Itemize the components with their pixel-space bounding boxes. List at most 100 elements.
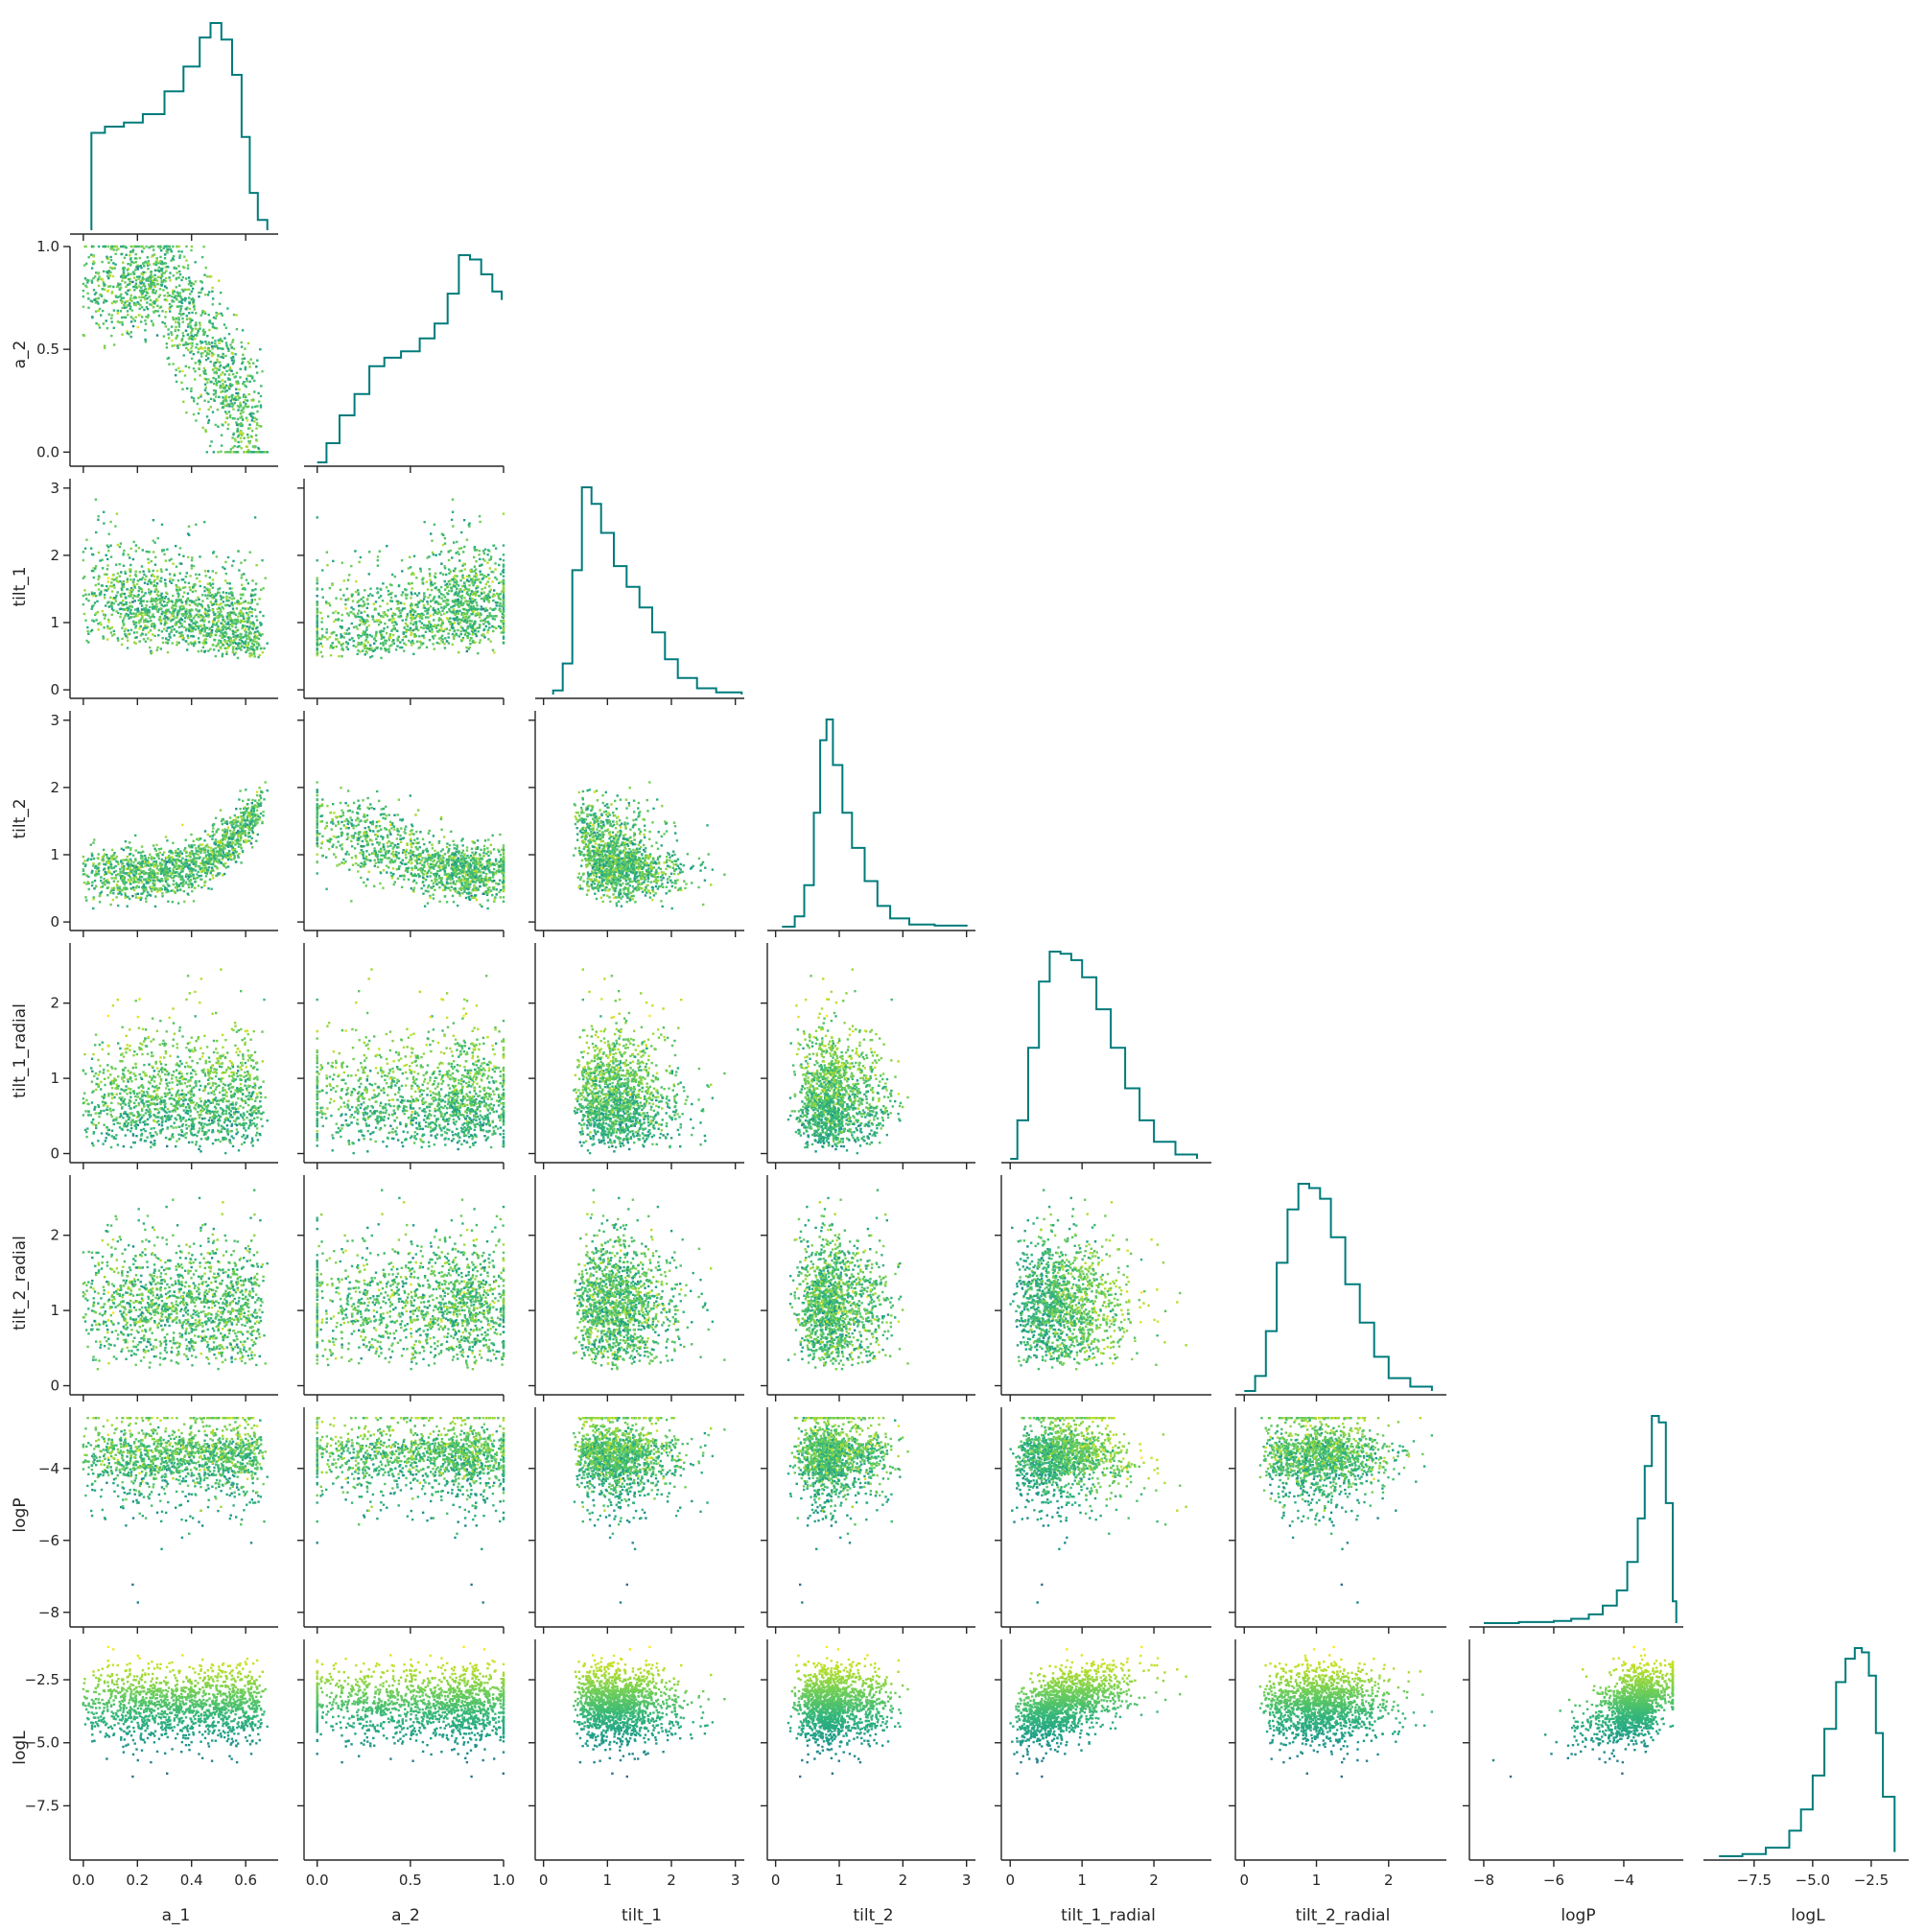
scatter-point [496, 604, 498, 606]
scatter-point [212, 303, 214, 305]
scatter-point [375, 635, 377, 637]
scatter-point [108, 533, 110, 535]
panel-tilt_1-vs-tilt_1 [535, 487, 744, 705]
scatter-point [188, 629, 190, 631]
scatter-point [350, 565, 352, 567]
scatter-point [197, 604, 199, 606]
scatter-point [129, 605, 130, 607]
scatter-point [154, 310, 156, 312]
scatter-point [210, 584, 212, 586]
scatter-point [119, 295, 121, 297]
scatter-point [178, 610, 180, 612]
scatter-point [444, 567, 446, 569]
scatter-point [350, 606, 352, 608]
scatter-point [392, 634, 394, 636]
scatter-point [442, 594, 444, 596]
scatter-point [164, 322, 166, 324]
scatter-point [369, 645, 371, 647]
scatter-point [144, 339, 146, 341]
scatter-point [106, 574, 107, 576]
scatter-point [115, 564, 117, 566]
scatter-point [371, 595, 373, 597]
scatter-point [236, 328, 238, 330]
scatter-point [141, 250, 143, 252]
scatter-point [83, 246, 85, 247]
scatter-point [231, 624, 233, 625]
scatter-point [207, 604, 209, 606]
scatter-point [439, 572, 441, 574]
scatter-point [227, 636, 229, 638]
scatter-point [144, 609, 146, 611]
scatter-point [191, 246, 193, 247]
scatter-point [116, 577, 118, 578]
scatter-point [241, 342, 243, 343]
scatter-point [340, 635, 342, 637]
scatter-point [165, 311, 167, 313]
scatter-point [125, 894, 127, 896]
scatter-point [206, 415, 208, 417]
scatter-point [124, 892, 126, 894]
scatter-point [465, 647, 467, 648]
scatter-point [210, 440, 212, 442]
scatter-point [405, 635, 407, 637]
scatter-point [244, 347, 246, 349]
scatter-point [340, 598, 341, 600]
scatter-point [456, 588, 458, 590]
scatter-point [216, 603, 218, 605]
scatter-point [190, 635, 192, 637]
scatter-point [82, 283, 84, 285]
scatter-point [411, 616, 413, 618]
scatter-point [343, 632, 345, 634]
scatter-point [393, 624, 395, 626]
scatter-point [212, 411, 214, 412]
scatter-point [340, 655, 342, 657]
scatter-point [197, 403, 199, 405]
scatter-point [188, 296, 190, 298]
scatter-point [390, 629, 392, 631]
scatter-point [201, 281, 203, 283]
scatter-point [472, 608, 474, 610]
scatter-point [257, 447, 259, 449]
scatter-point [414, 628, 416, 630]
scatter-point [164, 618, 166, 620]
scatter-point [492, 545, 494, 547]
scatter-point [147, 621, 149, 623]
scatter-point [227, 600, 229, 601]
scatter-point [251, 419, 253, 421]
scatter-point [399, 612, 401, 614]
scatter-point [384, 640, 386, 642]
scatter-point [321, 628, 323, 630]
scatter-point [468, 588, 470, 590]
scatter-point [110, 555, 112, 557]
scatter-point [240, 594, 242, 596]
scatter-point [241, 345, 243, 347]
scatter-point [228, 388, 230, 389]
scatter-point [452, 601, 454, 602]
scatter-point [106, 625, 108, 627]
scatter-point [231, 601, 233, 603]
scatter-point [330, 645, 332, 647]
scatter-point [463, 589, 465, 591]
scatter-point [376, 648, 378, 649]
scatter-point [129, 305, 131, 307]
scatter-point [122, 262, 124, 264]
scatter-point [145, 641, 147, 643]
scatter-point [329, 587, 331, 589]
scatter-point [129, 250, 131, 252]
scatter-point [211, 347, 213, 349]
scatter-point [363, 604, 364, 606]
scatter-point [482, 607, 484, 609]
scatter-point [127, 640, 129, 642]
scatter-point [146, 551, 148, 553]
scatter-point [243, 401, 245, 403]
scatter-point [140, 267, 142, 269]
scatter-point [178, 325, 180, 327]
scatter-point [119, 874, 121, 876]
scatter-point [203, 311, 205, 313]
scatter-point [475, 587, 477, 589]
scatter-point [208, 329, 210, 331]
scatter-point [217, 611, 219, 613]
scatter-point [164, 298, 166, 300]
scatter-point [209, 350, 211, 352]
scatter-point [85, 286, 87, 288]
